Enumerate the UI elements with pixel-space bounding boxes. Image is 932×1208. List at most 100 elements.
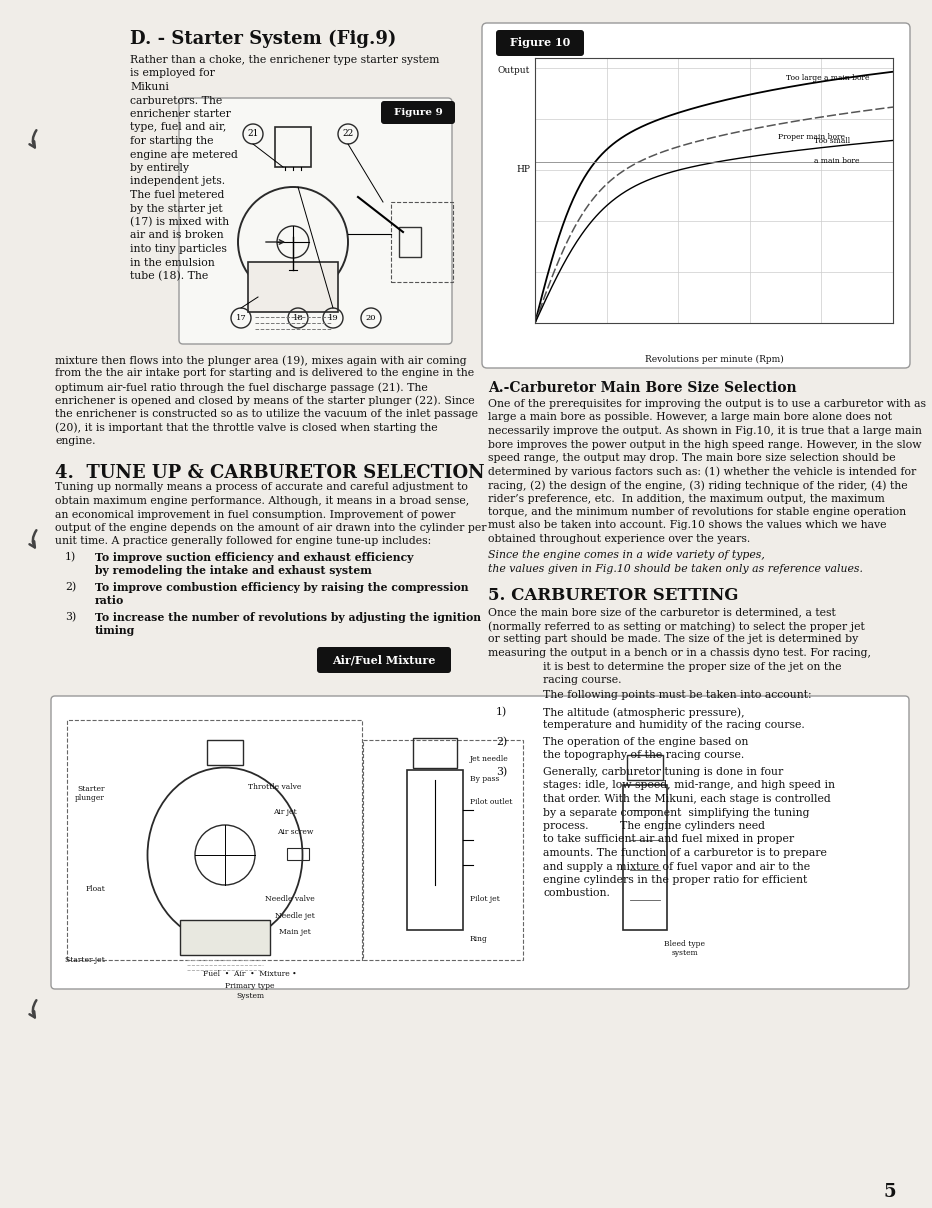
FancyBboxPatch shape: [179, 98, 452, 344]
Text: determined by various factors such as: (1) whether the vehicle is intended for: determined by various factors such as: (…: [488, 466, 916, 477]
Text: To improve suction efficiency and exhaust efficiency: To improve suction efficiency and exhaus…: [95, 552, 414, 563]
Text: Proper main bore: Proper main bore: [778, 133, 845, 140]
Text: Figure 9: Figure 9: [393, 108, 443, 117]
FancyBboxPatch shape: [496, 30, 584, 56]
Text: Throttle valve: Throttle valve: [248, 783, 302, 791]
Text: air and is broken: air and is broken: [130, 231, 224, 240]
Text: Jet needle: Jet needle: [470, 755, 509, 763]
Text: D. - Starter System (Fig.9): D. - Starter System (Fig.9): [130, 30, 396, 48]
Text: output of the engine depends on the amount of air drawn into the cylinder per: output of the engine depends on the amou…: [55, 523, 487, 533]
Text: by a separate component  simplifying the tuning: by a separate component simplifying the …: [543, 807, 810, 818]
Text: the values given in Fig.10 should be taken only as reference values.: the values given in Fig.10 should be tak…: [488, 564, 863, 574]
Text: tube (18). The: tube (18). The: [130, 271, 208, 281]
Text: the enrichener is constructed so as to utilize the vacuum of the inlet passage: the enrichener is constructed so as to u…: [55, 410, 478, 419]
Text: engine.: engine.: [55, 436, 95, 446]
Text: Revolutions per minute (Rpm): Revolutions per minute (Rpm): [645, 355, 784, 364]
Text: To improve combustion efficiency by raising the compression: To improve combustion efficiency by rais…: [95, 582, 469, 593]
Text: enrichener is opened and closed by means of the starter plunger (22). Since: enrichener is opened and closed by means…: [55, 395, 474, 406]
Text: Output: Output: [498, 66, 530, 75]
Text: type, fuel and air,: type, fuel and air,: [130, 122, 226, 133]
Text: 5. CARBURETOR SETTING: 5. CARBURETOR SETTING: [488, 587, 738, 604]
Text: carburetors. The: carburetors. The: [130, 95, 222, 105]
Text: Air screw: Air screw: [277, 827, 313, 836]
Text: engine are metered: engine are metered: [130, 150, 238, 159]
Text: racing, (2) the design of the engine, (3) riding technique of the rider, (4) the: racing, (2) the design of the engine, (3…: [488, 480, 908, 490]
Text: enrichener starter: enrichener starter: [130, 109, 231, 120]
Bar: [67, 720, 362, 960]
Text: must also be taken into account. Fig.10 shows the values which we have: must also be taken into account. Fig.10 …: [488, 521, 886, 530]
Text: necessarily improve the output. As shown in Fig.10, it is true that a large main: necessarily improve the output. As shown…: [488, 426, 922, 436]
Text: Pilot jet: Pilot jet: [470, 895, 500, 904]
Text: for starting the: for starting the: [130, 137, 213, 146]
Text: torque, and the minimum number of revolutions for stable engine operation: torque, and the minimum number of revolu…: [488, 507, 906, 517]
Text: or setting part should be made. The size of the jet is determined by: or setting part should be made. The size…: [488, 634, 858, 645]
Text: an economical improvement in fuel consumption. Improvement of power: an economical improvement in fuel consum…: [55, 510, 456, 519]
Bar: [623, 785, 667, 930]
Bar: [275, 127, 311, 167]
Bar: [287, 848, 309, 860]
FancyBboxPatch shape: [317, 647, 451, 673]
Text: Fuel  •  Air  •  Mixture •: Fuel • Air • Mixture •: [203, 970, 296, 978]
Text: Rather than a choke, the enrichener type starter system: Rather than a choke, the enrichener type…: [130, 56, 439, 65]
Text: speed range, the output may drop. The main bore size selection should be: speed range, the output may drop. The ma…: [488, 453, 896, 463]
Text: 5: 5: [884, 1183, 897, 1201]
Text: Primary type: Primary type: [226, 982, 275, 991]
Text: obtained throughout experience over the years.: obtained throughout experience over the …: [488, 534, 750, 544]
Text: Main jet: Main jet: [279, 928, 311, 936]
Text: Air/Fuel Mixture: Air/Fuel Mixture: [333, 655, 435, 666]
Text: optimum air-fuel ratio through the fuel discharge passage (21). The: optimum air-fuel ratio through the fuel …: [55, 382, 428, 393]
Text: large a main bore as possible. However, a large main bore alone does not: large a main bore as possible. However, …: [488, 412, 892, 423]
Text: The operation of the engine based on: The operation of the engine based on: [543, 737, 748, 747]
Text: Bleed type
system: Bleed type system: [665, 940, 706, 957]
Text: Once the main bore size of the carburetor is determined, a test: Once the main bore size of the carbureto…: [488, 608, 836, 617]
Text: (17) is mixed with: (17) is mixed with: [130, 217, 229, 227]
FancyBboxPatch shape: [51, 696, 909, 989]
Text: Starter jet: Starter jet: [65, 956, 105, 964]
FancyBboxPatch shape: [381, 101, 455, 124]
Bar: [207, 741, 243, 765]
Text: it is best to determine the proper size of the jet on the: it is best to determine the proper size …: [543, 662, 842, 672]
Bar: [407, 769, 463, 930]
Text: 3): 3): [65, 612, 76, 622]
Text: One of the prerequisites for improving the output is to use a carburetor with as: One of the prerequisites for improving t…: [488, 399, 926, 410]
Text: mixture then flows into the plunger area (19), mixes again with air coming: mixture then flows into the plunger area…: [55, 355, 467, 366]
Text: is employed for: is employed for: [130, 69, 215, 79]
Text: engine cylinders in the proper ratio for efficient: engine cylinders in the proper ratio for…: [543, 875, 807, 885]
Text: bore improves the power output in the high speed range. However, in the slow: bore improves the power output in the hi…: [488, 440, 922, 449]
Text: By pass: By pass: [470, 776, 500, 783]
Text: To increase the number of revolutions by adjusting the ignition: To increase the number of revolutions by…: [95, 612, 481, 623]
Bar: [627, 755, 663, 780]
Text: by remodeling the intake and exhaust system: by remodeling the intake and exhaust sys…: [95, 565, 372, 576]
Text: combustion.: combustion.: [543, 889, 610, 899]
Text: and supply a mixture of fuel vapor and air to the: and supply a mixture of fuel vapor and a…: [543, 861, 810, 871]
Text: (20), it is important that the throttle valve is closed when starting the: (20), it is important that the throttle …: [55, 423, 438, 432]
Text: 19: 19: [328, 314, 338, 323]
Text: 18: 18: [293, 314, 304, 323]
Bar: [248, 262, 338, 312]
Text: A.-Carburetor Main Bore Size Selection: A.-Carburetor Main Bore Size Selection: [488, 381, 797, 395]
Text: Ring: Ring: [470, 935, 487, 943]
Text: process.         The engine cylinders need: process. The engine cylinders need: [543, 821, 765, 831]
Text: to take sufficient air and fuel mixed in proper: to take sufficient air and fuel mixed in…: [543, 835, 794, 844]
Text: 2): 2): [65, 582, 76, 592]
Text: 17: 17: [236, 314, 246, 323]
Text: System: System: [236, 992, 264, 1000]
Text: temperature and humidity of the racing course.: temperature and humidity of the racing c…: [543, 720, 804, 731]
Text: the topography of the racing course.: the topography of the racing course.: [543, 750, 745, 761]
Text: Since the engine comes in a wide variety of types,: Since the engine comes in a wide variety…: [488, 551, 765, 561]
Text: by entirely: by entirely: [130, 163, 189, 173]
Text: Tuning up normally means a process of accurate and careful adjustment to: Tuning up normally means a process of ac…: [55, 482, 468, 493]
Bar: [180, 920, 270, 956]
Text: that order. With the Mikuni, each stage is controlled: that order. With the Mikuni, each stage …: [543, 794, 830, 805]
Text: Starter
plunger: Starter plunger: [75, 785, 105, 802]
Text: into tiny particles: into tiny particles: [130, 244, 226, 254]
Text: ratio: ratio: [95, 596, 124, 606]
Text: 20: 20: [365, 314, 377, 323]
Text: Too large a main bore: Too large a main bore: [786, 74, 870, 82]
Text: Float: Float: [85, 885, 105, 893]
Text: a main bore: a main bore: [815, 157, 859, 164]
Text: unit time. A practice generally followed for engine tune-up includes:: unit time. A practice generally followed…: [55, 536, 432, 546]
Bar: [413, 738, 457, 768]
Text: Generally, carburetor tuning is done in four: Generally, carburetor tuning is done in …: [543, 767, 783, 777]
Text: by the starter jet: by the starter jet: [130, 203, 223, 214]
